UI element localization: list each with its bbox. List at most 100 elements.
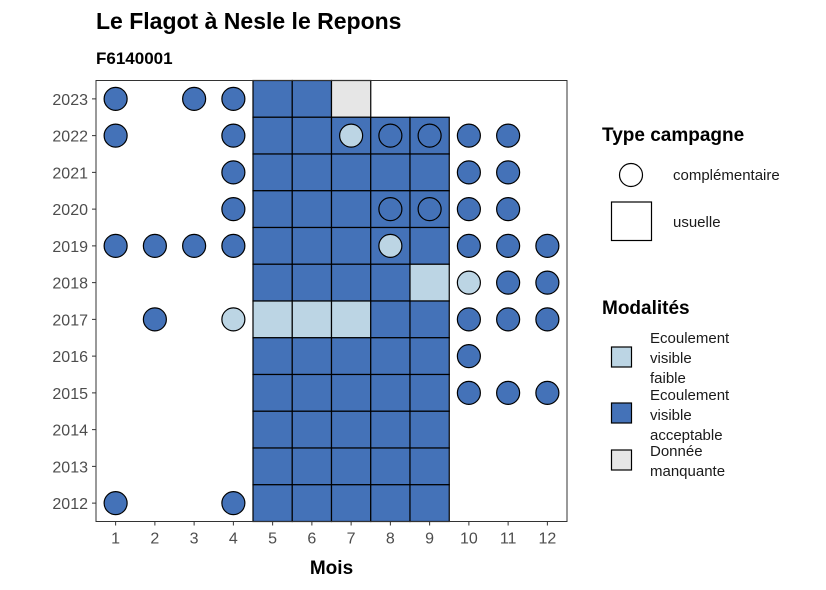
y-tick-label: 2013	[52, 459, 88, 476]
x-tick-label: 5	[268, 531, 277, 548]
x-tick-label: 1	[111, 531, 120, 548]
y-tick-label: 2012	[52, 496, 88, 513]
points-layer	[103, 86, 560, 516]
point-complementaire	[496, 233, 521, 258]
tile-usuelle	[330, 226, 372, 265]
chart-subtitle: F6140001	[96, 49, 173, 68]
tile-usuelle	[330, 190, 372, 229]
tile-usuelle	[291, 190, 333, 229]
y-tick-label: 2023	[52, 92, 88, 109]
tile-usuelle	[252, 373, 293, 412]
y-tick-label: 2022	[52, 129, 88, 146]
x-tick-label: 2	[150, 531, 159, 548]
tile-usuelle	[409, 373, 450, 412]
tile-usuelle	[291, 116, 333, 155]
x-axis-title: Mois	[310, 558, 353, 579]
y-tick-label: 2021	[52, 165, 88, 182]
tile-usuelle	[330, 484, 372, 523]
tile-usuelle	[370, 484, 411, 523]
point-complementaire	[456, 380, 481, 405]
point-complementaire	[378, 123, 403, 148]
tile-usuelle	[291, 447, 333, 486]
x-tick-label: 4	[229, 531, 238, 548]
tile-usuelle	[291, 373, 333, 412]
point-complementaire	[456, 344, 481, 369]
x-tick-label: 8	[386, 531, 395, 548]
point-complementaire	[103, 123, 128, 148]
legend-title-modalites: Modalités	[602, 298, 690, 319]
legend-label-modalite: acceptable	[650, 427, 723, 444]
point-complementaire	[221, 123, 246, 148]
tile-usuelle	[252, 447, 293, 486]
point-complementaire	[339, 123, 364, 148]
tile-usuelle	[252, 263, 293, 302]
tile-usuelle	[252, 484, 293, 523]
y-tick-label: 2020	[52, 202, 88, 219]
legend-title-type: Type campagne	[602, 125, 744, 146]
point-complementaire	[378, 233, 403, 258]
legend-label-modalite: visible	[650, 350, 692, 367]
legend-key-usuelle	[610, 201, 653, 242]
tile-usuelle	[370, 153, 411, 192]
point-complementaire	[456, 270, 481, 295]
tile-usuelle	[330, 447, 372, 486]
point-complementaire	[535, 380, 560, 405]
tile-usuelle	[370, 447, 411, 486]
tile-usuelle	[330, 300, 372, 339]
legend-label-modalite: Ecoulement	[650, 330, 730, 347]
tile-usuelle	[330, 79, 372, 118]
x-tick-label: 12	[538, 531, 556, 548]
tile-usuelle	[291, 410, 333, 449]
tile-usuelle	[330, 373, 372, 412]
point-complementaire	[456, 307, 481, 332]
tile-usuelle	[409, 410, 450, 449]
point-complementaire	[496, 270, 521, 295]
y-tick-label: 2015	[52, 386, 88, 403]
point-complementaire	[142, 233, 167, 258]
point-complementaire	[417, 197, 442, 222]
point-complementaire	[103, 86, 128, 111]
point-complementaire	[103, 491, 128, 516]
legend-label-modalite: faible	[650, 370, 686, 387]
tile-usuelle	[291, 226, 333, 265]
tile-usuelle	[291, 300, 333, 339]
x-tick-label: 7	[347, 531, 356, 548]
legend-label-modalite: Ecoulement	[650, 387, 730, 404]
point-complementaire	[535, 233, 560, 258]
tile-usuelle	[291, 484, 333, 523]
point-complementaire	[221, 307, 246, 332]
x-tick-label: 6	[307, 531, 316, 548]
point-complementaire	[221, 491, 246, 516]
tile-usuelle	[370, 410, 411, 449]
tile-usuelle	[291, 263, 333, 302]
tile-usuelle	[252, 337, 293, 376]
tile-usuelle	[409, 337, 450, 376]
y-tick-label: 2018	[52, 276, 88, 293]
tile-usuelle	[252, 79, 293, 118]
point-complementaire	[182, 86, 207, 111]
legend-label-complementaire: complémentaire	[673, 167, 780, 184]
legend-label-modalite: Donnée	[650, 443, 703, 460]
tile-usuelle	[409, 447, 450, 486]
point-complementaire	[456, 197, 481, 222]
tile-usuelle	[252, 226, 293, 265]
tile-usuelle	[370, 373, 411, 412]
x-tick-label: 9	[425, 531, 434, 548]
tile-usuelle	[330, 337, 372, 376]
point-complementaire	[182, 233, 207, 258]
point-complementaire	[496, 307, 521, 332]
point-complementaire	[221, 86, 246, 111]
point-complementaire	[456, 160, 481, 185]
legend-label-usuelle: usuelle	[673, 214, 721, 231]
tile-usuelle	[330, 410, 372, 449]
tile-usuelle	[252, 410, 293, 449]
tiles-layer	[252, 79, 450, 523]
y-axis: 2012 2013 2014 2015 2016 2017 2018 2019 2020 2021…	[52, 92, 96, 513]
x-axis: 1 2 3 4 5 6 7 8 9 10 11 12	[111, 521, 556, 548]
chart-title: Le Flagot à Nesle le Repons	[96, 8, 401, 34]
point-complementaire	[221, 197, 246, 222]
tile-usuelle	[370, 337, 411, 376]
legend-label-modalite: visible	[650, 407, 692, 424]
tile-usuelle	[252, 116, 293, 155]
